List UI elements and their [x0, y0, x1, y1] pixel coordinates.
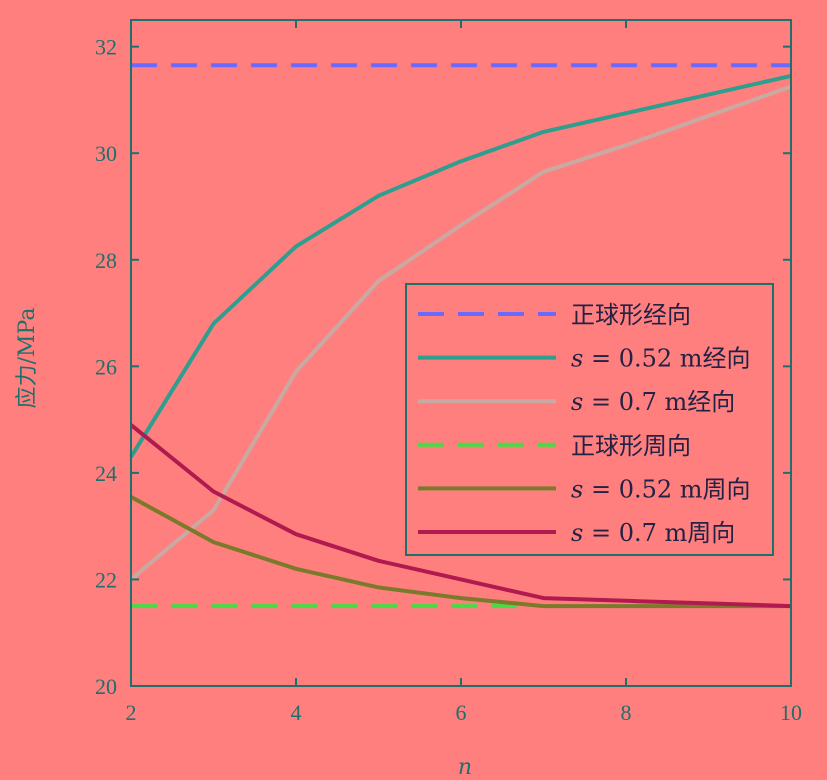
- y-tick-label: 30: [95, 141, 117, 166]
- x-axis-title: n: [458, 755, 472, 780]
- y-axis-title: 应力/MPa: [15, 308, 40, 409]
- series-line-2: [129, 73, 792, 458]
- y-tick-label: 32: [95, 35, 117, 60]
- series-line-3: [129, 84, 792, 581]
- x-tick-label: 6: [456, 700, 467, 725]
- legend-label-4: 正球形周向: [571, 432, 691, 460]
- x-tick-label: 4: [291, 700, 302, 725]
- y-tick-label: 28: [95, 248, 117, 273]
- y-tick-label: 24: [95, 461, 117, 486]
- legend-label-2: s = 0.52 m经向: [571, 345, 751, 373]
- y-tick-label: 20: [95, 674, 117, 699]
- legend-label-5: s = 0.52 m周向: [571, 475, 751, 503]
- x-tick-label: 2: [126, 700, 137, 725]
- y-tick-label: 22: [95, 567, 117, 592]
- legend-label-6: s = 0.7 m周向: [571, 519, 735, 547]
- legend-box: [405, 283, 774, 556]
- x-tick-label: 8: [621, 700, 632, 725]
- legend-label-1: 正球形经向: [571, 301, 691, 329]
- x-tick-label: 10: [780, 700, 802, 725]
- series-layer: [129, 63, 792, 609]
- legend-label-3: s = 0.7 m经向: [571, 388, 735, 416]
- series-line-5: [130, 495, 791, 609]
- series-line-6: [129, 423, 792, 609]
- y-tick-label: 26: [95, 354, 117, 379]
